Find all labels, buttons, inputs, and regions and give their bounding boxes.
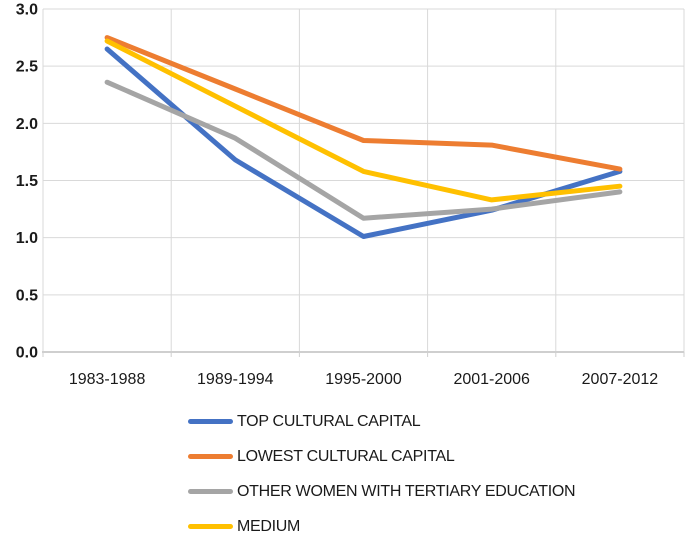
legend-item: TOP CULTURAL CAPITAL xyxy=(188,411,575,432)
x-axis-category-label: 1989-1994 xyxy=(197,371,274,388)
legend-series-label: LOWEST CULTURAL CAPITAL xyxy=(237,447,455,465)
legend-line-swatch xyxy=(188,489,233,494)
legend-series-label: TOP CULTURAL CAPITAL xyxy=(237,412,421,430)
line-chart-plot-area: 0.0 0.5 1.0 1.5 2.0 2.5 3.0 1983-1988 1989-1994 1… xyxy=(16,2,685,388)
legend-item: MEDIUM xyxy=(188,516,575,535)
x-axis-category-label: 2001-2006 xyxy=(453,371,530,388)
y-axis-tick-label: 0.0 xyxy=(16,345,38,362)
legend-line-swatch xyxy=(188,419,233,424)
y-axis-tick-label: 2.5 xyxy=(16,59,38,76)
y-axis-tick-label: 2.0 xyxy=(16,116,38,133)
y-axis-tick-label: 1.0 xyxy=(16,230,38,247)
legend-line-swatch xyxy=(188,524,233,529)
series-line xyxy=(104,79,623,221)
y-axis-tick-label: 1.5 xyxy=(16,173,38,190)
y-axis-tick-label: 0.5 xyxy=(16,287,38,304)
x-axis-category-label: 1995-2000 xyxy=(325,371,402,388)
legend-item: LOWEST CULTURAL CAPITAL xyxy=(188,446,575,467)
legend-series-label: MEDIUM xyxy=(237,517,301,535)
series-line xyxy=(104,35,623,172)
x-axis-category-label: 1983-1988 xyxy=(69,371,146,388)
y-axis-tick-label: 3.0 xyxy=(16,2,38,19)
legend-line-swatch xyxy=(188,454,233,459)
series-line xyxy=(104,38,623,203)
chart-legend: TOP CULTURAL CAPITAL LOWEST CULTURAL CAPI… xyxy=(188,411,576,535)
legend-item: OTHER WOMEN WITH TERTIARY EDUCATION xyxy=(188,481,576,502)
legend-series-label: OTHER WOMEN WITH TERTIARY EDUCATION xyxy=(237,482,576,500)
x-axis-category-label: 2007-2012 xyxy=(582,371,659,388)
